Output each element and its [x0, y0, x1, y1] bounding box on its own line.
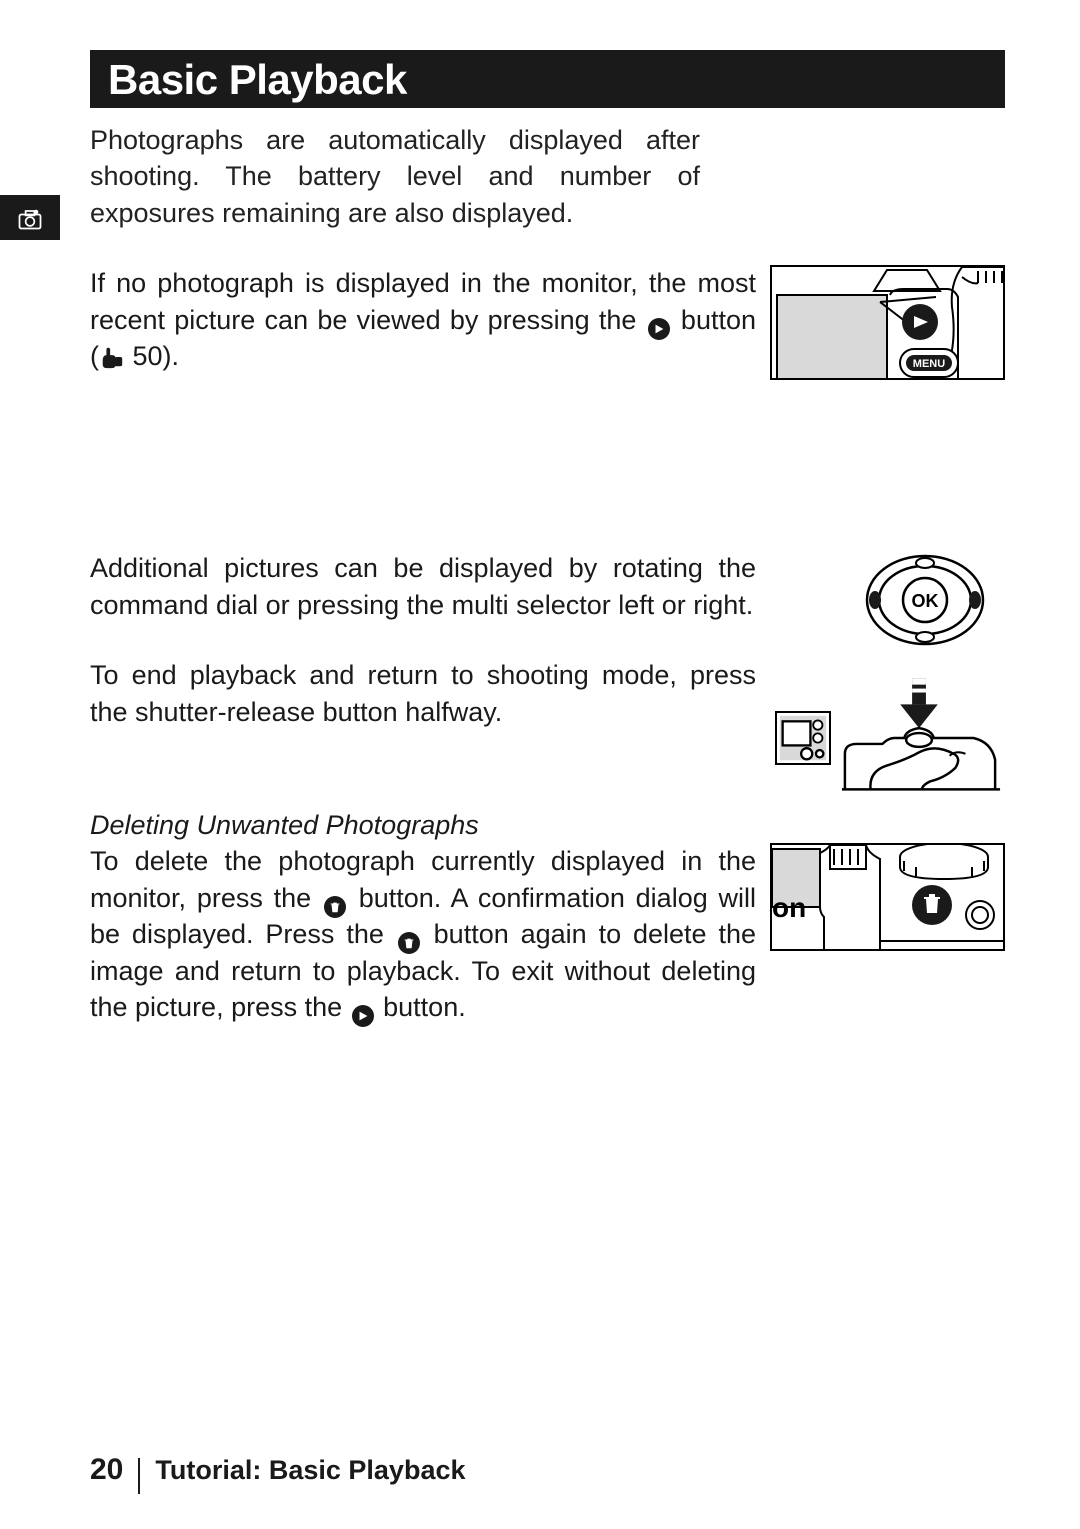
page-footer: 20 Tutorial: Basic Playback [90, 1453, 466, 1487]
reference-hand-icon [99, 343, 125, 369]
selector-shutter-illustration: OK [770, 550, 1005, 798]
delete-button-illustration: on [770, 843, 1005, 951]
para2-text-c: 50). [125, 341, 179, 371]
footer-title: Tutorial: Basic Playback [155, 1455, 465, 1486]
paragraph-playback: If no photograph is displayed in the mon… [90, 265, 756, 374]
camera-back-illustration: MENU [770, 265, 1005, 380]
playback-button-icon [648, 309, 670, 331]
svg-text:on: on [772, 892, 806, 923]
deleting-subhead: Deleting Unwanted Photographs [90, 810, 1005, 841]
para3-text-b: To end playback and return to shooting m… [90, 657, 756, 730]
section-title: Basic Playback [90, 50, 1005, 108]
svg-text:MENU: MENU [913, 358, 945, 370]
trash-button-icon-2 [398, 923, 420, 945]
intro-paragraph: Photographs are automatically displayed … [90, 122, 700, 231]
trash-button-icon [324, 887, 346, 909]
playback-button-icon-2 [352, 996, 374, 1018]
page-content: Basic Playback Photographs are automatic… [0, 0, 1080, 1529]
paragraph-delete: To delete the photograph currently displ… [90, 843, 756, 1025]
mini-screen-icon [775, 711, 831, 765]
para4-d: button. [376, 992, 466, 1022]
paragraph-additional: Additional pictures can be displayed by … [90, 550, 756, 730]
page-number: 20 [90, 1453, 123, 1487]
para3-text-a: Additional pictures can be displayed by … [90, 550, 756, 623]
footer-separator [138, 1458, 140, 1494]
svg-text:OK: OK [912, 591, 939, 611]
shutter-press-icon [837, 678, 1005, 798]
